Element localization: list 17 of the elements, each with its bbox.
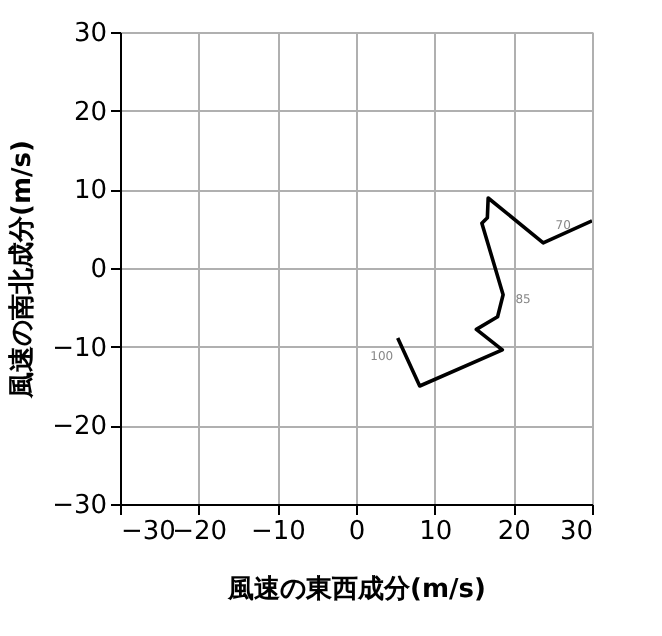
y-tick-label: 0 <box>90 255 107 285</box>
x-tick-label: 30 <box>559 517 593 547</box>
line-series <box>395 196 592 388</box>
x-axis-title: 風速の東西成分(m/s) <box>226 575 486 605</box>
y-tick-label: −30 <box>52 491 107 521</box>
x-tick-label: −30 <box>121 517 176 547</box>
x-tick-label: 10 <box>419 517 453 547</box>
y-tick-label: 10 <box>73 176 107 207</box>
x-tick-label: −20 <box>172 517 228 547</box>
x-tick-label: −10 <box>250 517 306 547</box>
y-tick-label: −20 <box>52 412 107 443</box>
y-tick-label: −10 <box>52 333 107 364</box>
y-axis-title: 風速の南北成分(m/s) <box>8 140 39 400</box>
x-tick-label: 20 <box>497 517 531 547</box>
y-tick-label: 30 <box>73 19 107 49</box>
y-tick-label: 20 <box>73 97 107 128</box>
x-tick-label: 0 <box>348 517 366 547</box>
